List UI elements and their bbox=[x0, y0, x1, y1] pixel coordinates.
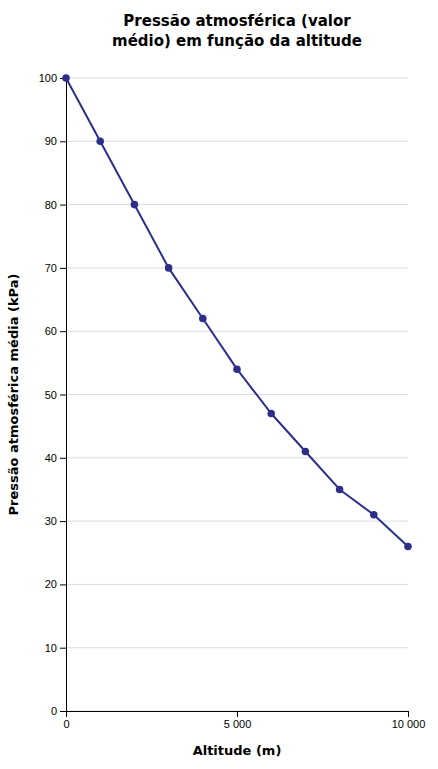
y-axis: 0 10 20 30 40 50 60 70 80 90 100 bbox=[39, 72, 67, 717]
point bbox=[267, 410, 275, 418]
point bbox=[96, 138, 104, 146]
grid-line bbox=[66, 267, 408, 268]
y-tick-mark bbox=[60, 711, 66, 712]
y-tick-label: 60 bbox=[45, 325, 57, 337]
x-tick-label: 0 bbox=[63, 718, 69, 730]
point bbox=[404, 543, 412, 551]
y-tick-label: 10 bbox=[45, 642, 57, 654]
y-tick-label: 70 bbox=[45, 262, 57, 274]
y-tick: 70 bbox=[45, 262, 66, 274]
y-tick-mark bbox=[60, 648, 66, 649]
point bbox=[370, 511, 378, 519]
y-tick: 80 bbox=[45, 199, 66, 211]
x-axis-line bbox=[67, 712, 409, 718]
x-axis-title: Altitude (m) bbox=[193, 743, 282, 758]
y-tick-label: 80 bbox=[45, 199, 57, 211]
x-tick: 0 bbox=[63, 711, 69, 730]
grid-line bbox=[66, 394, 408, 395]
x-tick-mark bbox=[408, 711, 409, 717]
y-tick-label: 50 bbox=[45, 389, 57, 401]
point bbox=[165, 264, 173, 272]
x-tick: 5 000 bbox=[224, 711, 252, 730]
y-tick-label: 40 bbox=[45, 452, 57, 464]
x-tick: 10 000 bbox=[392, 711, 426, 730]
point bbox=[302, 448, 310, 456]
line bbox=[66, 78, 408, 546]
title: Pressão atmosférica (valormédio) em funç… bbox=[112, 12, 362, 50]
grid-line bbox=[66, 584, 408, 585]
x-tick-label: 10 000 bbox=[392, 718, 426, 730]
y-tick: 60 bbox=[45, 325, 66, 337]
y-tick-mark bbox=[60, 141, 66, 142]
point bbox=[62, 74, 70, 82]
y-tick: 100 bbox=[39, 72, 66, 84]
y-tick-label: 100 bbox=[39, 72, 57, 84]
x-axis: 0 5 000 10 000 bbox=[63, 711, 425, 730]
point bbox=[131, 201, 139, 209]
x-tick-mark bbox=[237, 711, 238, 717]
y-tick-label: 90 bbox=[45, 135, 57, 147]
y-tick-mark bbox=[60, 331, 66, 332]
y-tick-mark bbox=[60, 458, 66, 459]
grid-line bbox=[66, 141, 408, 142]
series bbox=[62, 74, 412, 550]
grid-line bbox=[66, 457, 408, 458]
y-tick-mark bbox=[60, 521, 66, 522]
y-tick: 30 bbox=[45, 515, 66, 527]
y-axis-title: Pressão atmosférica média (kPa) bbox=[6, 274, 21, 516]
plot-area: 0 5 000 10 000 0 10 20 30 40 50 60 70 80 90 100 bbox=[39, 72, 426, 730]
y-tick: 40 bbox=[45, 452, 66, 464]
y-tick: 50 bbox=[45, 389, 66, 401]
y-tick-label: 0 bbox=[51, 705, 57, 717]
grid-line bbox=[66, 647, 408, 648]
y-tick: 20 bbox=[45, 578, 66, 590]
y-tick-mark bbox=[60, 395, 66, 396]
grid-line bbox=[66, 521, 408, 522]
y-tick-label: 30 bbox=[45, 515, 57, 527]
y-tick: 0 bbox=[51, 705, 66, 717]
y-tick-mark bbox=[60, 268, 66, 269]
y-tick: 10 bbox=[45, 642, 66, 654]
grid bbox=[66, 78, 408, 711]
y-tick-mark bbox=[60, 205, 66, 206]
y-tick-label: 20 bbox=[45, 578, 57, 590]
y-tick-mark bbox=[60, 584, 66, 585]
x-tick-label: 5 000 bbox=[224, 718, 252, 730]
grid-line bbox=[66, 204, 408, 205]
y-tick: 90 bbox=[45, 135, 66, 147]
point bbox=[233, 365, 241, 373]
grid-line bbox=[66, 331, 408, 332]
point bbox=[199, 315, 207, 323]
chart: 0 5 000 10 000 0 10 20 30 40 50 60 70 80 90 100 Pressã… bbox=[0, 0, 438, 769]
point bbox=[336, 486, 344, 494]
y-axis-line bbox=[60, 79, 67, 712]
grid-line bbox=[66, 78, 408, 79]
